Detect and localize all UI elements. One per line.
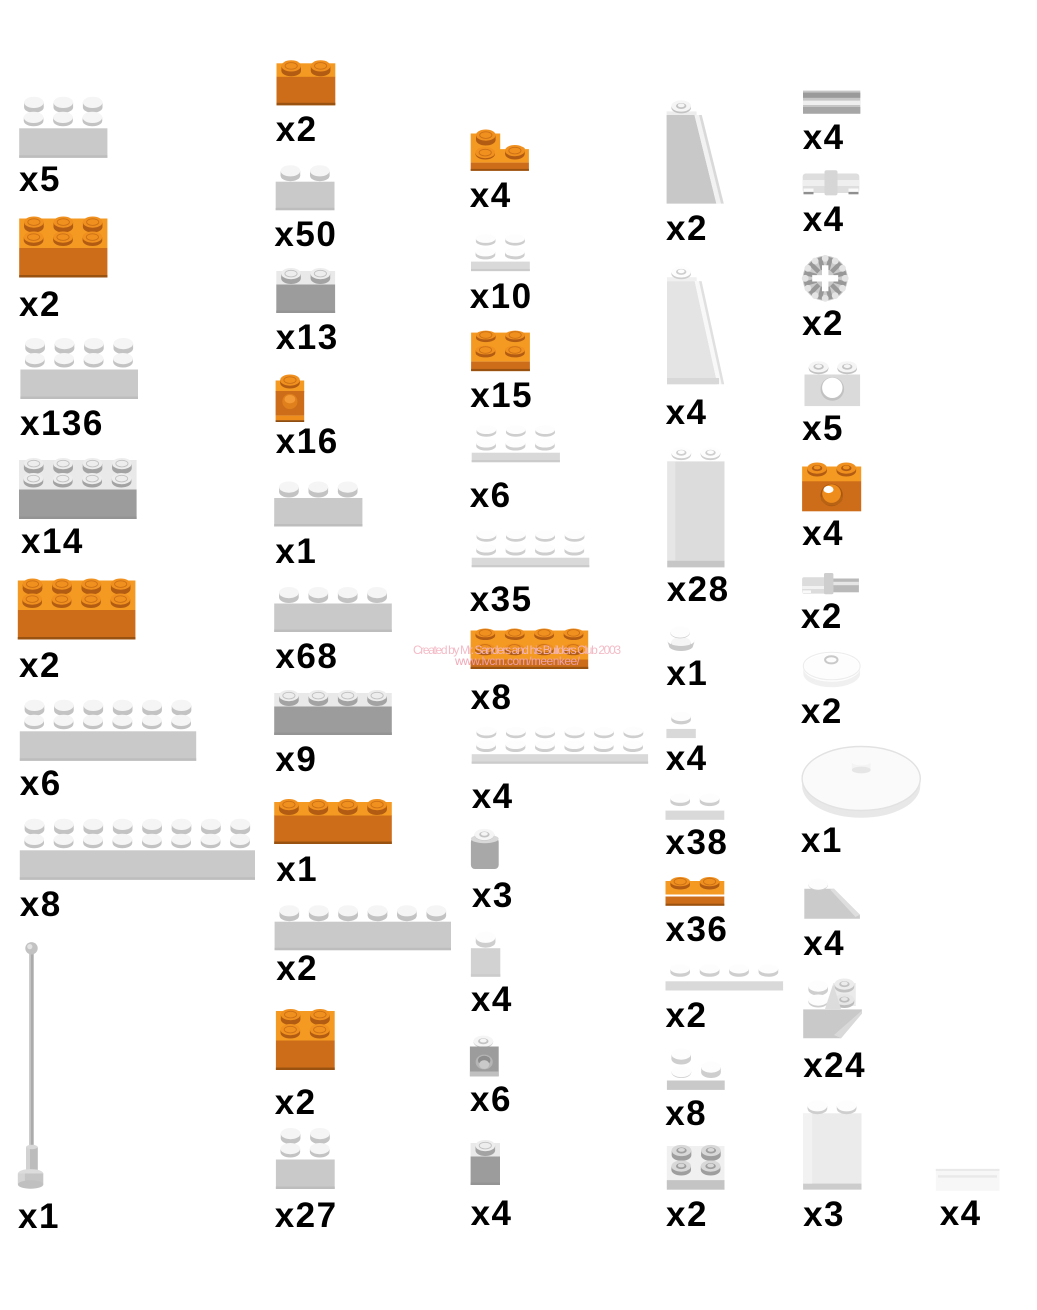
svg-text:x4: x4 <box>940 1194 982 1233</box>
svg-text:x4: x4 <box>666 739 708 778</box>
svg-text:x10: x10 <box>470 277 533 316</box>
svg-text:x14: x14 <box>21 522 84 561</box>
svg-text:x1: x1 <box>666 654 708 693</box>
svg-text:x24: x24 <box>803 1046 866 1085</box>
svg-text:x5: x5 <box>19 160 61 199</box>
svg-text:x2: x2 <box>666 996 708 1035</box>
svg-text:x16: x16 <box>276 422 339 461</box>
svg-text:x9: x9 <box>275 740 317 779</box>
svg-text:x136: x136 <box>20 404 104 443</box>
svg-text:x13: x13 <box>276 318 339 357</box>
svg-text:x1: x1 <box>275 532 317 571</box>
svg-text:x2: x2 <box>666 1195 708 1234</box>
svg-text:x2: x2 <box>666 209 708 248</box>
svg-text:x2: x2 <box>275 1083 317 1122</box>
svg-text:x4: x4 <box>803 118 845 157</box>
svg-text:x4: x4 <box>470 176 512 215</box>
svg-text:x38: x38 <box>666 823 729 862</box>
svg-text:x8: x8 <box>665 1094 707 1133</box>
svg-text:x4: x4 <box>472 777 514 816</box>
svg-text:x2: x2 <box>802 304 844 343</box>
svg-text:x3: x3 <box>803 1195 845 1234</box>
svg-text:www.lvcm.com/meenkee/: www.lvcm.com/meenkee/ <box>454 654 581 668</box>
svg-text:x15: x15 <box>470 376 533 415</box>
svg-text:x4: x4 <box>471 1194 513 1233</box>
svg-text:x4: x4 <box>802 514 844 553</box>
svg-text:x2: x2 <box>19 646 61 685</box>
svg-text:x8: x8 <box>471 678 513 717</box>
svg-text:x28: x28 <box>667 570 730 609</box>
svg-text:x35: x35 <box>470 580 533 619</box>
svg-text:Created by Mr. Sanders and his: Created by Mr. Sanders and his Builders … <box>413 643 621 657</box>
svg-text:x1: x1 <box>276 850 318 889</box>
svg-text:x5: x5 <box>802 409 844 448</box>
svg-text:x27: x27 <box>275 1196 338 1235</box>
svg-text:x6: x6 <box>20 764 62 803</box>
svg-text:x36: x36 <box>666 910 729 949</box>
svg-text:x4: x4 <box>471 980 513 1019</box>
svg-text:x6: x6 <box>470 476 512 515</box>
svg-text:x2: x2 <box>276 110 318 149</box>
svg-text:x4: x4 <box>803 924 845 963</box>
svg-text:x2: x2 <box>276 949 318 988</box>
svg-text:x3: x3 <box>472 876 514 915</box>
svg-text:x1: x1 <box>801 821 843 860</box>
svg-text:x68: x68 <box>275 637 338 676</box>
svg-text:x1: x1 <box>18 1197 60 1236</box>
svg-text:x4: x4 <box>666 393 708 432</box>
svg-text:x2: x2 <box>801 692 843 731</box>
svg-text:x2: x2 <box>801 597 843 636</box>
svg-text:x2: x2 <box>19 285 61 324</box>
svg-text:x50: x50 <box>274 215 337 254</box>
svg-text:x6: x6 <box>470 1080 512 1119</box>
svg-text:x8: x8 <box>20 885 62 924</box>
svg-text:x4: x4 <box>803 200 845 239</box>
